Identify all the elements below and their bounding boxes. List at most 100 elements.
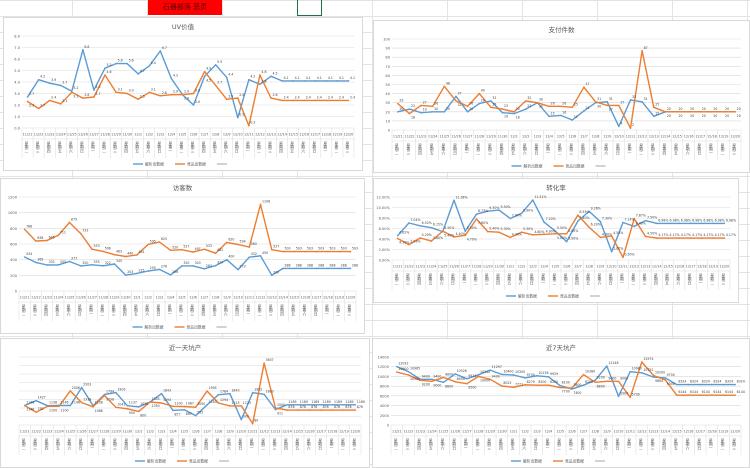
data-point xyxy=(582,373,585,376)
data-label: 4.5 xyxy=(273,71,278,75)
data-label: 345 xyxy=(116,259,122,263)
data-point xyxy=(455,95,457,98)
data-point xyxy=(442,381,445,384)
x-tick-label: 12/16 xyxy=(305,430,315,434)
data-point xyxy=(477,375,480,378)
data-label: 1355 xyxy=(152,397,160,401)
x-tick-weekday: 星期三 xyxy=(732,143,738,155)
data-point xyxy=(338,267,340,270)
data-label: 1146 xyxy=(60,401,68,405)
data-point xyxy=(408,243,410,246)
x-tick-label: 11/29 xyxy=(111,430,121,434)
data-point xyxy=(559,114,562,117)
data-label: 2.4 xyxy=(339,95,344,99)
x-tick-label: 12/14 xyxy=(660,135,670,139)
data-label: 9700 xyxy=(667,373,675,377)
data-label: 1318 xyxy=(83,398,91,402)
x-tick-weekday: 星期日 xyxy=(318,438,324,451)
y-tick-label: 0 xyxy=(15,290,18,294)
data-point xyxy=(35,261,37,264)
x-tick-label: 11/28 xyxy=(474,430,484,434)
x-tick-label: 12/14 xyxy=(660,430,670,434)
data-point xyxy=(443,111,446,113)
data-point xyxy=(214,264,217,267)
chart-conversion-rate[interactable]: 转化率 0.00% 2.00% 4.00% 6.00% 8.00% 10.00% 12.00%… xyxy=(373,178,739,303)
series-line-a xyxy=(26,49,349,119)
data-label: 876 xyxy=(311,405,317,409)
data-point xyxy=(181,93,184,96)
data-label: 4.17% xyxy=(658,233,668,237)
x-tick-weekday: 星期一 xyxy=(329,438,335,450)
data-point xyxy=(536,374,538,377)
data-label: 4.70% xyxy=(467,237,477,241)
data-point xyxy=(331,409,334,411)
data-label: 9800 xyxy=(445,372,453,376)
chart-uv-value[interactable]: UV价值 0.0 1.0 2.0 3.0 4.0 5.0 6.0 7.0 8.0 11/21 星期二 1… xyxy=(3,17,363,171)
x-tick-weekday: 星期二 xyxy=(394,143,400,155)
y-tick-label: 8000 xyxy=(380,385,390,389)
data-point xyxy=(501,373,503,376)
chart-one-day-output[interactable]: 近一天坑产 11/21 星期二 11/22 星期三 11/23 星期四 11/24 星期五 11/… xyxy=(0,338,370,468)
data-point xyxy=(486,230,489,233)
data-point xyxy=(229,392,231,395)
x-tick-label: 11/23 xyxy=(416,135,426,139)
data-label: 1189 xyxy=(334,400,342,404)
x-tick-label: 12/19 xyxy=(708,265,718,269)
x-tick-weekday: 星期四 xyxy=(278,141,284,154)
x-tick-label: 12/15 xyxy=(672,135,682,139)
data-label: 320 xyxy=(195,261,201,265)
x-tick-label: 12/13 xyxy=(267,296,277,300)
data-point xyxy=(354,403,357,406)
x-tick-weekday: 星期六 xyxy=(146,141,152,154)
data-point xyxy=(430,226,433,229)
data-label: 4.80% xyxy=(534,230,544,234)
data-label: 620 xyxy=(228,237,234,241)
series-line-a xyxy=(24,255,351,277)
data-label: 2.4 xyxy=(51,95,56,99)
x-tick-label: 11/24 xyxy=(427,430,437,434)
x-tick-weekday: 星期三 xyxy=(345,141,351,153)
data-label: 4.1 xyxy=(328,76,333,80)
chart-paid-items[interactable]: 支付件数 0 10 20 30 40 50 60 70 80 90 100 11/21 星期二 11/22 星… xyxy=(373,20,750,173)
data-point xyxy=(652,115,655,118)
data-label: 8.90% xyxy=(523,208,533,212)
data-point xyxy=(93,89,95,91)
data-label: 320 xyxy=(183,261,189,265)
data-label: 533 xyxy=(94,244,100,248)
data-label: 4.55% xyxy=(613,231,623,235)
x-tick-weekday: 星期六 xyxy=(302,304,308,317)
legend-label: 竞品出数据 xyxy=(566,164,585,169)
data-label: 4.1 xyxy=(284,76,289,80)
data-label: 1189 xyxy=(311,400,319,404)
data-point xyxy=(489,378,491,381)
x-tick-weekday: 星期二 xyxy=(394,273,400,285)
data-point xyxy=(46,239,48,242)
data-label: 6144 xyxy=(690,390,698,394)
chart-svg: 转化率 0.00% 2.00% 4.00% 6.00% 8.00% 10.00% 12.00%… xyxy=(376,183,736,299)
x-tick-weekday: 星期一 xyxy=(541,273,547,285)
chart-visitors[interactable]: 访客数 0 200 400 600 800 1000 1200 11/21 星期二 11/22 星期三… xyxy=(0,178,365,334)
x-tick-weekday: 星期四 xyxy=(580,438,586,451)
x-tick-weekday: 星期日 xyxy=(450,273,456,286)
data-label: 4.9 xyxy=(206,67,211,71)
data-point xyxy=(48,82,51,84)
selected-cell[interactable] xyxy=(297,0,322,16)
data-point xyxy=(46,264,48,266)
data-point xyxy=(664,379,666,381)
data-point xyxy=(237,268,239,271)
data-label: 10526 xyxy=(457,369,467,373)
data-label: 26 xyxy=(469,101,473,105)
data-point xyxy=(478,102,481,105)
data-point xyxy=(248,246,251,248)
data-point xyxy=(734,394,736,396)
series-line-b xyxy=(27,70,349,127)
data-label: 1000 xyxy=(277,403,285,407)
data-point xyxy=(453,236,455,238)
chart-seven-day-output[interactable]: 近7天坑产 0 2000 4000 6000 8000 10000 12000 14000 11/… xyxy=(372,338,750,468)
x-tick-weekday: 星期三 xyxy=(487,438,493,450)
data-label: 2.4 xyxy=(328,95,333,99)
data-label: 1123 xyxy=(231,401,239,405)
x-tick-weekday: 星期六 xyxy=(226,438,232,451)
x-tick-weekday: 星期一 xyxy=(463,438,469,450)
data-label: 1189 xyxy=(357,400,365,404)
